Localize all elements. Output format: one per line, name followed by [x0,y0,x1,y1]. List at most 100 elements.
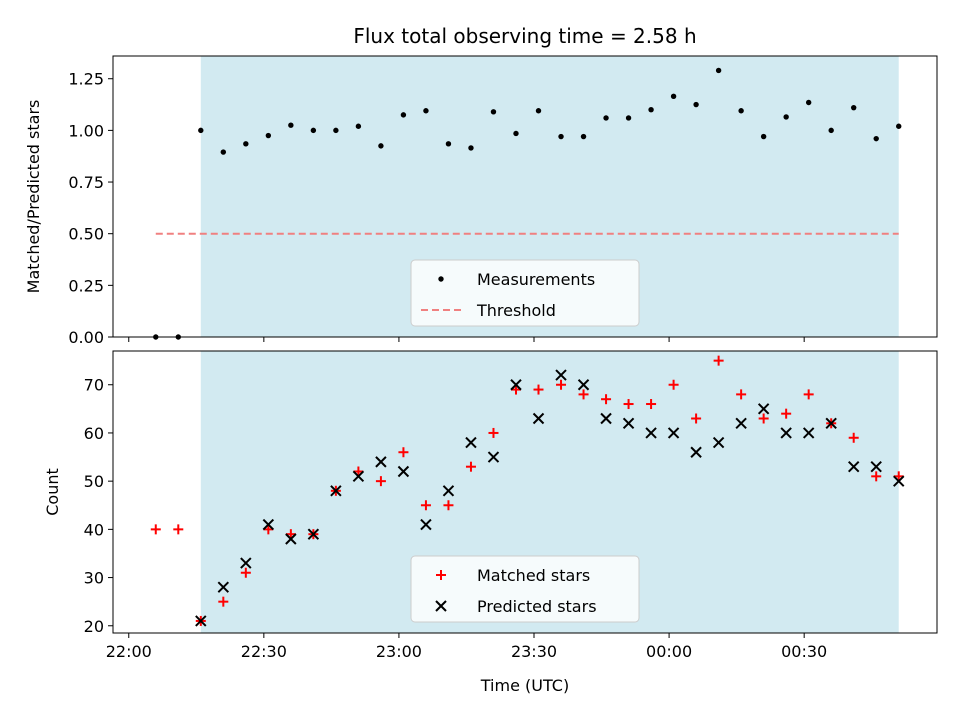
data-point-b [217,581,230,593]
data-point [220,149,227,155]
data-point [850,104,857,111]
x-tick-label: 22:30 [241,642,287,661]
data-point [580,133,587,140]
data-point [625,115,632,121]
data-point [558,133,564,140]
data-point-b [622,417,635,430]
data-point [240,557,252,569]
data-point [893,475,905,487]
data-point [577,379,590,391]
data-point [195,615,207,627]
data-point [285,529,296,540]
data-point [397,465,410,478]
data-point [646,399,657,410]
data-point-b [667,427,680,439]
data-point [150,524,161,535]
data-point [803,389,814,400]
y-tick-label: 70 [84,376,104,395]
legend-label: Threshold [476,301,556,320]
data-point-b [307,528,320,540]
data-point [288,122,294,128]
panel-2: 20 30 40 50 60 70 22:00 22:30 23:00 23:30 00:00 00:… [43,350,938,661]
legend: Matched stars Predicted stars [410,555,640,623]
data-point [781,408,792,419]
plot-frame [112,350,938,634]
data-point [310,127,317,134]
data-point [375,456,387,468]
data-point [330,485,342,497]
data-point-b [712,436,725,449]
data-point-b [555,369,567,381]
data-point [443,500,454,511]
data-point [243,141,249,147]
y-axis-label: Matched/Predicted stars [24,100,43,294]
data-point [760,133,767,140]
panel-1: 0.00 0.25 0.50 0.75 1.00 1.25 Matched/Predicte… [24,55,938,347]
legend-swatch [438,276,444,282]
y-tick-label: 60 [84,424,104,443]
data-point [510,379,522,391]
data-point [668,379,679,390]
data-point [578,389,589,400]
data-point [848,432,859,443]
data-point [870,460,882,473]
data-point [442,485,455,497]
data-point [490,109,497,115]
data-point [802,427,815,439]
y-tick-label: 0.75 [68,173,104,192]
data-point [693,101,699,108]
data-point-b [195,615,207,627]
data-point [825,417,837,430]
series-1 [153,67,902,340]
data-point-b [825,417,837,430]
data-point-b [780,427,792,439]
data-point [783,114,789,120]
data-point [217,581,230,593]
data-point [603,115,609,121]
data-point [736,389,747,400]
data-point [738,108,744,114]
data-point [465,436,477,449]
legend: Measurements Threshold [410,259,640,327]
series-2 [195,369,905,627]
data-point-b [375,456,387,468]
data-point-b [352,470,365,483]
data-point [352,470,365,483]
legend-swatch-b [435,600,447,612]
data-point-b [645,427,657,439]
data-point-b [240,557,252,569]
legend-box [410,259,640,327]
data-point [535,108,542,114]
data-point [556,379,567,390]
data-point [780,427,792,439]
data-point-b [802,427,815,439]
x-tick-label: 23:00 [376,642,422,661]
data-point [468,145,474,151]
data-point-b [487,451,500,463]
x-tick-label: 22:00 [106,642,152,661]
data-point-b [442,485,455,497]
y-axis-label: Count [43,468,62,516]
data-point-b [757,403,770,415]
data-point [262,518,275,531]
x-tick-label: 00:30 [781,642,827,661]
data-point-b [262,518,275,531]
data-point-b [420,518,432,531]
x-tick-label: 00:00 [646,642,692,661]
data-point [263,524,274,535]
series-1 [150,355,904,626]
data-point [533,384,544,395]
data-point-b [690,446,702,458]
data-point [555,369,567,381]
y-tick-label: 0.00 [68,328,104,347]
data-point [667,427,680,439]
data-point [445,141,452,147]
y-tick-label: 40 [84,520,104,539]
data-point [847,460,860,473]
data-point [510,384,521,395]
legend-label: Predicted stars [477,597,597,616]
data-point [198,127,204,134]
data-point [648,107,654,113]
data-point [805,99,812,106]
